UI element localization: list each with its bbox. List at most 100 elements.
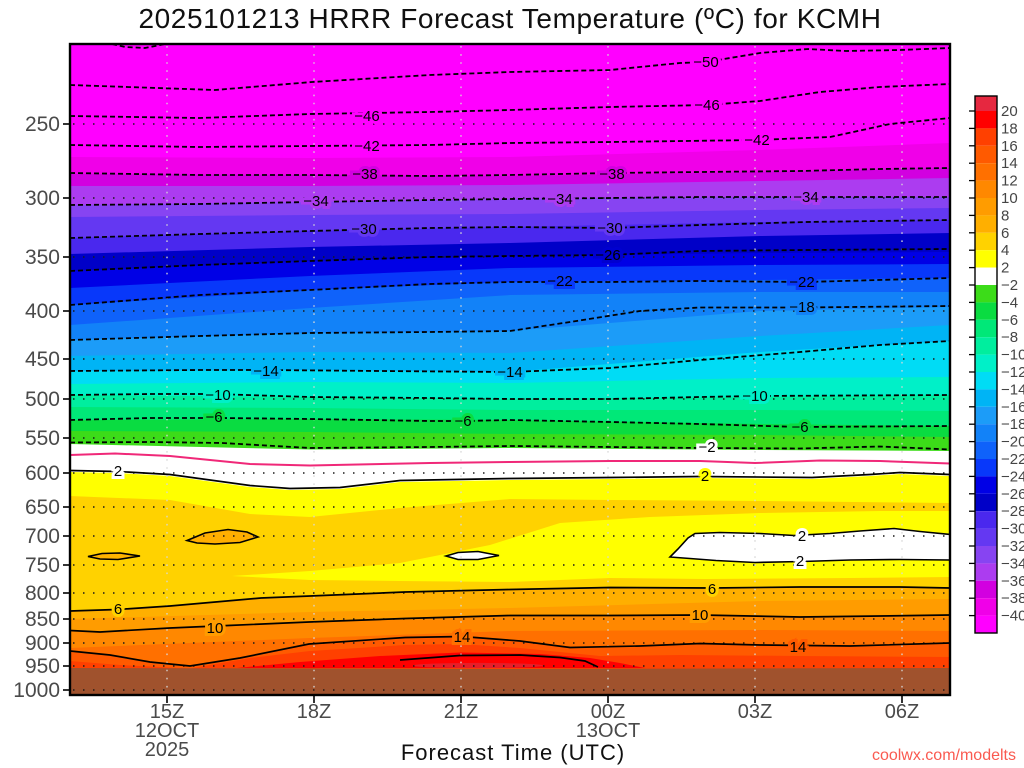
svg-text:2: 2 bbox=[798, 528, 806, 545]
svg-text:−36: −36 bbox=[1001, 573, 1024, 590]
svg-text:−10: −10 bbox=[205, 387, 230, 404]
svg-text:−14: −14 bbox=[497, 364, 522, 381]
svg-text:−42: −42 bbox=[354, 138, 379, 155]
svg-text:6: 6 bbox=[708, 581, 716, 598]
svg-text:900: 900 bbox=[25, 632, 60, 655]
svg-text:600: 600 bbox=[25, 462, 60, 485]
svg-text:−38: −38 bbox=[599, 166, 624, 183]
svg-text:800: 800 bbox=[25, 582, 60, 605]
svg-text:250: 250 bbox=[25, 113, 60, 136]
svg-text:−34: −34 bbox=[793, 189, 818, 206]
svg-text:300: 300 bbox=[25, 187, 60, 210]
svg-text:−40: −40 bbox=[1001, 608, 1024, 625]
svg-text:8: 8 bbox=[1001, 207, 1009, 224]
svg-text:−46: −46 bbox=[354, 108, 379, 125]
svg-text:−34: −34 bbox=[547, 191, 572, 208]
svg-text:10: 10 bbox=[692, 607, 709, 624]
svg-text:−32: −32 bbox=[1001, 538, 1024, 555]
svg-text:2: 2 bbox=[1001, 260, 1009, 277]
svg-text:−10: −10 bbox=[742, 388, 767, 405]
svg-text:4: 4 bbox=[1001, 242, 1009, 259]
svg-text:−8: −8 bbox=[1001, 329, 1018, 346]
svg-text:6: 6 bbox=[708, 581, 716, 598]
svg-text:−18: −18 bbox=[789, 299, 814, 316]
svg-text:−30: −30 bbox=[1001, 521, 1024, 538]
svg-text:10: 10 bbox=[207, 620, 224, 637]
svg-text:6: 6 bbox=[114, 601, 122, 618]
svg-text:950: 950 bbox=[25, 655, 60, 678]
svg-text:18: 18 bbox=[1001, 120, 1018, 137]
svg-text:14: 14 bbox=[790, 639, 807, 656]
svg-text:−38: −38 bbox=[1001, 590, 1024, 607]
svg-text:2: 2 bbox=[114, 463, 122, 480]
svg-text:−14: −14 bbox=[497, 364, 522, 381]
svg-text:15Z: 15Z bbox=[150, 701, 184, 723]
svg-text:−26: −26 bbox=[1001, 486, 1024, 503]
svg-text:14: 14 bbox=[454, 629, 471, 646]
svg-text:−30: −30 bbox=[597, 220, 622, 237]
svg-text:350: 350 bbox=[25, 246, 60, 269]
svg-text:−2: −2 bbox=[698, 439, 715, 456]
svg-text:2: 2 bbox=[798, 528, 806, 545]
svg-text:−22: −22 bbox=[1001, 451, 1024, 468]
svg-text:−2: −2 bbox=[1001, 277, 1018, 294]
svg-text:2: 2 bbox=[796, 553, 804, 570]
svg-text:−10: −10 bbox=[1001, 347, 1024, 364]
svg-text:−6: −6 bbox=[791, 419, 808, 436]
svg-text:−6: −6 bbox=[205, 409, 222, 426]
svg-text:−46: −46 bbox=[354, 108, 379, 125]
svg-text:−46: −46 bbox=[694, 97, 719, 114]
svg-text:−30: −30 bbox=[597, 220, 622, 237]
svg-text:−28: −28 bbox=[1001, 503, 1024, 520]
svg-text:700: 700 bbox=[25, 525, 60, 548]
svg-text:−30: −30 bbox=[351, 221, 376, 238]
svg-text:650: 650 bbox=[25, 496, 60, 519]
svg-text:12OCT: 12OCT bbox=[135, 720, 199, 742]
svg-text:750: 750 bbox=[25, 554, 60, 577]
svg-text:14: 14 bbox=[790, 639, 807, 656]
svg-text:−42: −42 bbox=[744, 132, 769, 149]
svg-text:550: 550 bbox=[25, 427, 60, 450]
svg-text:1000: 1000 bbox=[13, 679, 60, 702]
svg-text:−34: −34 bbox=[303, 193, 328, 210]
svg-text:500: 500 bbox=[25, 388, 60, 411]
svg-text:Forecast Time (UTC): Forecast Time (UTC) bbox=[401, 740, 625, 765]
svg-text:−22: −22 bbox=[547, 273, 572, 290]
svg-text:2: 2 bbox=[701, 468, 709, 485]
svg-text:12: 12 bbox=[1001, 173, 1018, 190]
svg-text:06Z: 06Z bbox=[885, 701, 919, 723]
svg-text:10: 10 bbox=[692, 607, 709, 624]
svg-text:400: 400 bbox=[25, 300, 60, 323]
svg-text:−34: −34 bbox=[547, 191, 572, 208]
svg-text:−26: −26 bbox=[595, 247, 620, 264]
svg-text:−34: −34 bbox=[1001, 555, 1024, 572]
svg-text:−6: −6 bbox=[454, 413, 471, 430]
svg-text:2: 2 bbox=[796, 553, 804, 570]
svg-text:−30: −30 bbox=[351, 221, 376, 238]
svg-text:18Z: 18Z bbox=[297, 701, 331, 723]
svg-text:−16: −16 bbox=[1001, 399, 1024, 416]
svg-text:03Z: 03Z bbox=[738, 701, 772, 723]
svg-text:−14: −14 bbox=[253, 363, 278, 380]
svg-text:2: 2 bbox=[114, 463, 122, 480]
svg-text:−6: −6 bbox=[1001, 312, 1018, 329]
svg-text:−12: −12 bbox=[1001, 364, 1024, 381]
svg-text:−10: −10 bbox=[205, 387, 230, 404]
svg-text:450: 450 bbox=[25, 348, 60, 371]
svg-text:−22: −22 bbox=[789, 274, 814, 291]
svg-text:−20: −20 bbox=[1001, 434, 1024, 451]
svg-text:−14: −14 bbox=[253, 363, 278, 380]
svg-text:−38: −38 bbox=[352, 166, 377, 183]
svg-text:−50: −50 bbox=[693, 54, 718, 71]
svg-text:−14: −14 bbox=[1001, 381, 1024, 398]
svg-text:10: 10 bbox=[207, 620, 224, 637]
svg-text:−22: −22 bbox=[547, 273, 572, 290]
svg-text:−34: −34 bbox=[303, 193, 328, 210]
svg-text:−24: −24 bbox=[1001, 468, 1024, 485]
svg-text:−42: −42 bbox=[354, 138, 379, 155]
svg-text:2: 2 bbox=[701, 468, 709, 485]
svg-text:00Z: 00Z bbox=[591, 701, 625, 723]
svg-text:20: 20 bbox=[1001, 103, 1018, 120]
svg-text:−46: −46 bbox=[694, 97, 719, 114]
svg-text:14: 14 bbox=[454, 629, 471, 646]
